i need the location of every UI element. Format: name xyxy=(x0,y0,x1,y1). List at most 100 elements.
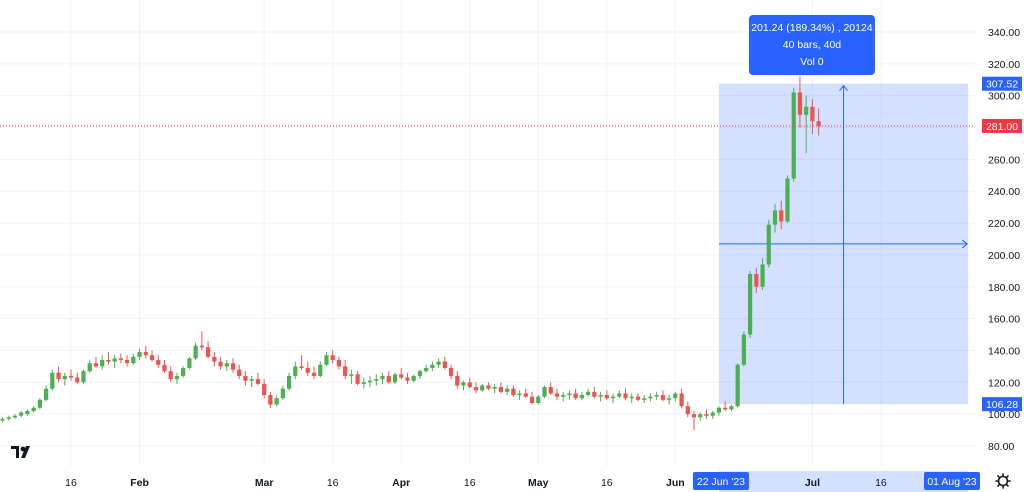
measure-high-label: 307.52 xyxy=(986,79,1018,91)
time-tick-label: Jun xyxy=(666,477,685,489)
candle-body xyxy=(785,178,790,222)
candle-body xyxy=(716,407,722,413)
candle-body xyxy=(149,355,155,361)
gear-icon[interactable] xyxy=(995,473,1011,489)
time-tick-label: May xyxy=(528,477,549,489)
price-tick-label: 160.00 xyxy=(988,314,1020,326)
candle-body xyxy=(648,396,653,399)
candle-body xyxy=(779,210,784,222)
candle-body xyxy=(87,363,92,372)
candle-body xyxy=(286,375,292,389)
candle-body xyxy=(305,367,310,373)
time-tick-label: 16 xyxy=(65,477,77,489)
measure-high-label-bg xyxy=(982,76,1022,91)
candle-body xyxy=(274,398,279,405)
candle-body xyxy=(193,345,198,359)
measure-tooltip-bg xyxy=(748,15,875,75)
candle-body xyxy=(772,210,778,225)
time-tick-label: 16 xyxy=(875,477,887,489)
candle-body xyxy=(461,382,466,386)
price-axis[interactable]: 80.00 100.00 120.00 140.00 160.00 180.00 200.0… xyxy=(982,27,1022,453)
measure-end-date: 01 Aug '23 xyxy=(927,476,976,488)
candle-body xyxy=(536,396,541,404)
candle-body xyxy=(660,395,665,400)
time-range-highlight xyxy=(718,471,969,492)
candle-body xyxy=(19,412,24,416)
last-price-label-bg xyxy=(982,118,1022,133)
time-axis[interactable]: 16 Feb Mar 16 Apr 16 May 16 Jun Jul 16 22 Jun '23 01… xyxy=(65,471,980,492)
candle-body xyxy=(685,406,690,415)
candle-body xyxy=(492,387,497,389)
candle-body xyxy=(131,356,136,364)
candle-body xyxy=(255,379,261,384)
candle-body xyxy=(698,414,703,418)
candle-body xyxy=(511,388,516,396)
candle-body xyxy=(723,407,728,410)
time-tick-label: Apr xyxy=(392,477,410,489)
candle-body xyxy=(280,388,285,399)
candle-body xyxy=(125,360,130,364)
candle-body xyxy=(212,356,217,362)
candle-body xyxy=(380,375,385,380)
last-price-label: 281.00 xyxy=(986,121,1018,133)
measure-arrow-up-head xyxy=(839,84,848,92)
candle-body xyxy=(50,372,55,389)
candle-body xyxy=(548,387,553,394)
candle-body xyxy=(93,363,99,367)
candle-body xyxy=(505,388,510,392)
measure-low-label: 106.28 xyxy=(986,399,1018,411)
candle-body xyxy=(467,382,472,388)
price-tick-label: 340.00 xyxy=(988,27,1020,39)
candle-body xyxy=(349,374,354,376)
candle-body xyxy=(367,380,373,383)
candle-body xyxy=(760,264,765,287)
candle-body xyxy=(156,360,161,365)
candle-body xyxy=(517,393,522,396)
candle-body xyxy=(181,367,186,376)
price-tick-label: 320.00 xyxy=(988,59,1020,71)
candle-body xyxy=(455,375,460,386)
candle-body xyxy=(6,417,11,419)
candle-body xyxy=(741,334,746,365)
measure-bars-text: 40 bars, 40d xyxy=(783,39,842,51)
candle-body xyxy=(498,387,503,392)
candle-body xyxy=(679,393,684,407)
measure-low-label-bg xyxy=(982,397,1022,412)
candle-body xyxy=(691,414,697,418)
measure-tooltip: 201.24 (189.34%) , 20124 40 bars, 40d Vo… xyxy=(748,15,875,75)
candle-body xyxy=(162,364,167,372)
candle-body xyxy=(430,364,435,368)
candle-body xyxy=(523,393,528,397)
candle-body xyxy=(411,375,416,381)
candle-body xyxy=(735,364,740,407)
candle-body xyxy=(436,361,441,365)
candle-body xyxy=(554,393,560,397)
candle-body xyxy=(635,396,641,400)
candle-body xyxy=(561,395,566,397)
candle-body xyxy=(673,393,678,399)
price-tick-label: 220.00 xyxy=(988,218,1020,230)
candle-body xyxy=(137,352,142,357)
price-tick-label: 200.00 xyxy=(988,250,1020,262)
candle-body xyxy=(168,371,173,380)
candle-body xyxy=(405,377,410,381)
candle-body xyxy=(629,396,634,399)
candle-body xyxy=(573,393,578,399)
price-tick-label: 300.00 xyxy=(988,91,1020,103)
candle-body xyxy=(374,379,379,381)
candle-body xyxy=(810,106,815,122)
candle-body xyxy=(704,414,709,416)
candle-body xyxy=(667,398,672,400)
candle-body xyxy=(262,383,267,396)
candle-body xyxy=(0,418,5,421)
measure-range[interactable] xyxy=(718,83,969,405)
candle-body xyxy=(62,375,67,380)
time-tick-label: Feb xyxy=(130,477,149,489)
candle-body xyxy=(75,377,80,383)
tradingview-logo-icon[interactable] xyxy=(11,446,30,458)
candle-body xyxy=(791,92,796,179)
candle-body xyxy=(118,358,123,361)
time-tick-label: Jul xyxy=(805,477,820,489)
